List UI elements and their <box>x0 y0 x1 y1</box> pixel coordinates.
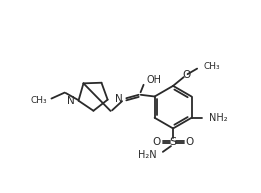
Text: CH₃: CH₃ <box>30 96 47 105</box>
Text: O: O <box>185 137 194 147</box>
Text: OH: OH <box>146 75 161 85</box>
Text: O: O <box>182 70 190 80</box>
Text: H₂N: H₂N <box>138 150 157 160</box>
Text: O: O <box>153 137 161 147</box>
Text: CH₃: CH₃ <box>204 62 221 71</box>
Text: S: S <box>169 137 177 147</box>
Text: NH₂: NH₂ <box>209 113 228 123</box>
Text: N: N <box>115 94 123 104</box>
Text: N: N <box>67 96 75 106</box>
